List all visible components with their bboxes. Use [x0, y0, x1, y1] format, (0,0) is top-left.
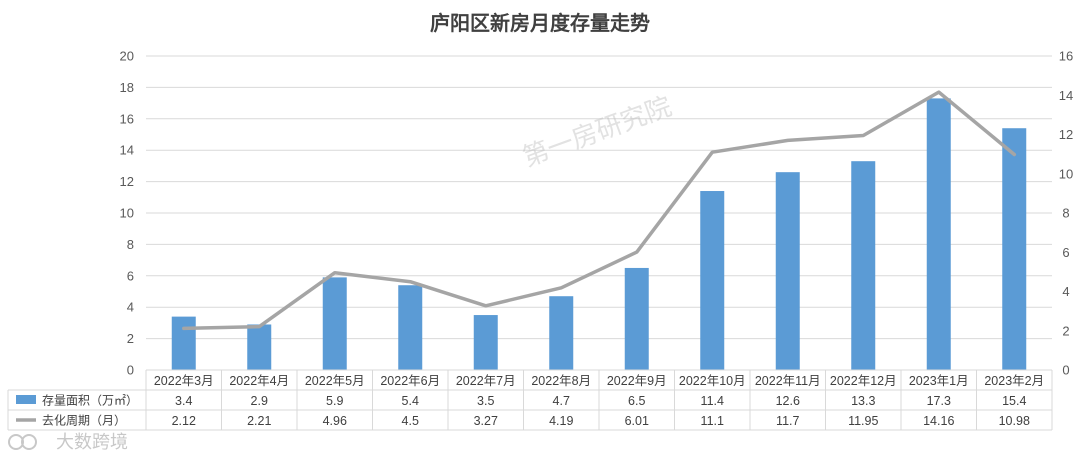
table-cell: 6.01: [625, 414, 649, 428]
table-cell: 17.3: [927, 394, 951, 408]
chart-title: 庐阳区新房月度存量走势: [430, 11, 650, 35]
category-label: 2022年7月: [456, 374, 516, 388]
right-tick-label: 6: [1062, 245, 1069, 260]
table-cell: 14.16: [923, 414, 954, 428]
left-tick-label: 16: [120, 111, 134, 126]
left-tick-label: 4: [127, 300, 134, 315]
right-tick-label: 10: [1059, 166, 1073, 181]
table-cell: 5.9: [326, 394, 343, 408]
table-cell: 4.19: [549, 414, 573, 428]
gridlines: [146, 55, 1052, 371]
category-label: 2022年5月: [305, 374, 365, 388]
bar: [247, 324, 272, 370]
bar: [926, 98, 951, 370]
table-cell: 4.96: [323, 414, 347, 428]
line-series: [182, 90, 1017, 331]
logo: 大数跨境: [8, 432, 128, 453]
table-cell: 11.7: [776, 414, 799, 428]
right-tick-label: 4: [1062, 284, 1069, 299]
left-tick-label: 14: [120, 143, 134, 158]
bar: [700, 191, 725, 370]
logo-mark: [8, 434, 24, 450]
category-label: 2022年11月: [755, 374, 821, 388]
left-tick-label: 8: [127, 237, 134, 252]
table-cell: 12.6: [776, 394, 800, 408]
category-label: 2022年12月: [830, 374, 897, 388]
table-cell: 2.12: [172, 414, 196, 428]
right-tick-label: 12: [1059, 127, 1073, 142]
right-axis-ticks: 0 2 4 6 8 10 12 14 16: [1059, 49, 1073, 378]
bar: [549, 296, 574, 370]
left-tick-label: 0: [127, 363, 134, 378]
table-cell: 15.4: [1002, 394, 1026, 408]
bar: [473, 315, 498, 370]
right-tick-label: 0: [1062, 363, 1069, 378]
category-label: 2022年9月: [607, 374, 667, 388]
left-tick-label: 18: [120, 80, 134, 95]
right-tick-label: 8: [1062, 206, 1069, 221]
table-cell: 3.5: [477, 394, 494, 408]
table-cell: 10.98: [999, 414, 1030, 428]
series-line: [182, 90, 1017, 331]
legend-key-bar: [16, 395, 36, 404]
table-cell: 3.4: [175, 394, 192, 408]
left-tick-label: 20: [120, 49, 134, 64]
table-cell: 4.7: [553, 394, 570, 408]
category-label: 2022年3月: [154, 374, 214, 388]
category-label: 2023年2月: [984, 374, 1044, 388]
left-tick-label: 10: [120, 206, 134, 221]
table-cell: 3.27: [474, 414, 498, 428]
bar: [322, 277, 347, 370]
table-cell: 13.3: [851, 394, 875, 408]
legend-label: 去化周期（月）: [42, 414, 126, 428]
table-cell: 11.95: [848, 414, 878, 428]
table-cell: 4.5: [402, 414, 419, 428]
left-tick-label: 2: [127, 331, 134, 346]
bar: [171, 316, 196, 370]
table-cell: 6.5: [628, 394, 645, 408]
table-cell: 11.4: [701, 394, 724, 408]
right-tick-label: 2: [1062, 323, 1069, 338]
right-tick-label: 14: [1059, 88, 1073, 103]
left-tick-label: 12: [120, 174, 134, 189]
left-axis-ticks: 0 2 4 6 8 10 12 14 16 18 20: [120, 49, 134, 378]
category-label: 2022年10月: [679, 374, 746, 388]
bar: [624, 267, 649, 370]
logo-text: 大数跨境: [56, 432, 128, 453]
legend-label: 存量面积（万㎡）: [42, 394, 138, 408]
category-label: 2022年8月: [531, 374, 591, 388]
watermark-text: 第一房研究院: [519, 92, 676, 174]
table-cell: 2.21: [247, 414, 271, 428]
right-tick-label: 16: [1059, 49, 1073, 64]
category-label: 2023年1月: [909, 374, 969, 388]
data-table: 2022年3月 2022年4月 2022年5月 2022年6月 2022年7月 2022年…: [7, 369, 1053, 431]
bar: [851, 161, 876, 370]
bar-series: [171, 98, 1027, 370]
bar: [775, 172, 800, 370]
table-cell: 5.4: [402, 394, 419, 408]
bar: [398, 285, 423, 370]
table-cell: 2.9: [251, 394, 268, 408]
left-tick-label: 6: [127, 268, 134, 283]
table-cell: 11.1: [701, 414, 724, 428]
logo-mark: [21, 434, 37, 450]
category-label: 2022年6月: [380, 374, 440, 388]
category-label: 2022年4月: [229, 374, 289, 388]
bar: [1002, 128, 1027, 370]
watermark: 第一房研究院: [519, 92, 676, 174]
